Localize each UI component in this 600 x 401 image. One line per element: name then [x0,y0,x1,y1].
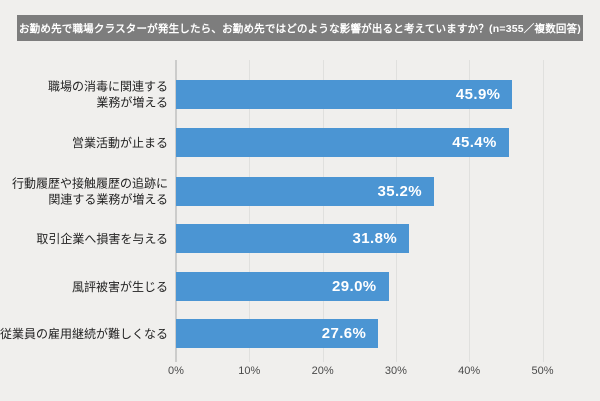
value-label: 29.0% [332,278,377,295]
x-tick-label: 30% [384,365,407,377]
bar: 45.9% [176,80,513,109]
gridline [249,60,251,362]
category-label: 風評被害が生じる [71,279,168,294]
x-tick-label: 50% [531,365,554,377]
bar: 29.0% [176,272,389,301]
x-tick-label: 0% [168,365,184,377]
x-tick-label: 10% [238,365,261,377]
x-tick-label: 40% [458,365,481,377]
value-label: 45.9% [455,86,501,103]
category-label: 取引企業へ損害を与える [36,231,168,246]
bar: 27.6% [176,319,379,348]
value-label: 45.4% [452,134,497,151]
x-tick-label: 20% [311,365,334,377]
category-label: 職場の消毒に関連する 業務が増える [47,79,168,110]
category-label: 行動履歴や接触履歴の追跡に 関連する業務が増える [11,176,168,207]
value-label: 31.8% [352,230,398,247]
bar: 35.2% [176,177,435,206]
category-label: 営業活動が止まる [71,135,168,150]
y-axis-line [175,60,177,362]
gridline [542,60,544,362]
gridline [395,60,397,362]
gridline [469,60,471,362]
chart-title: お勤め先で職場クラスターが発生したら、お勤め先ではどのような影響が出ると考えてい… [17,15,583,41]
bar: 31.8% [176,224,410,253]
category-label: 従業員の雇用継続が難しくなる [0,326,168,341]
value-label: 27.6% [321,325,367,342]
gridline [322,60,324,362]
value-label: 35.2% [377,183,423,200]
bar: 45.4% [176,128,509,157]
